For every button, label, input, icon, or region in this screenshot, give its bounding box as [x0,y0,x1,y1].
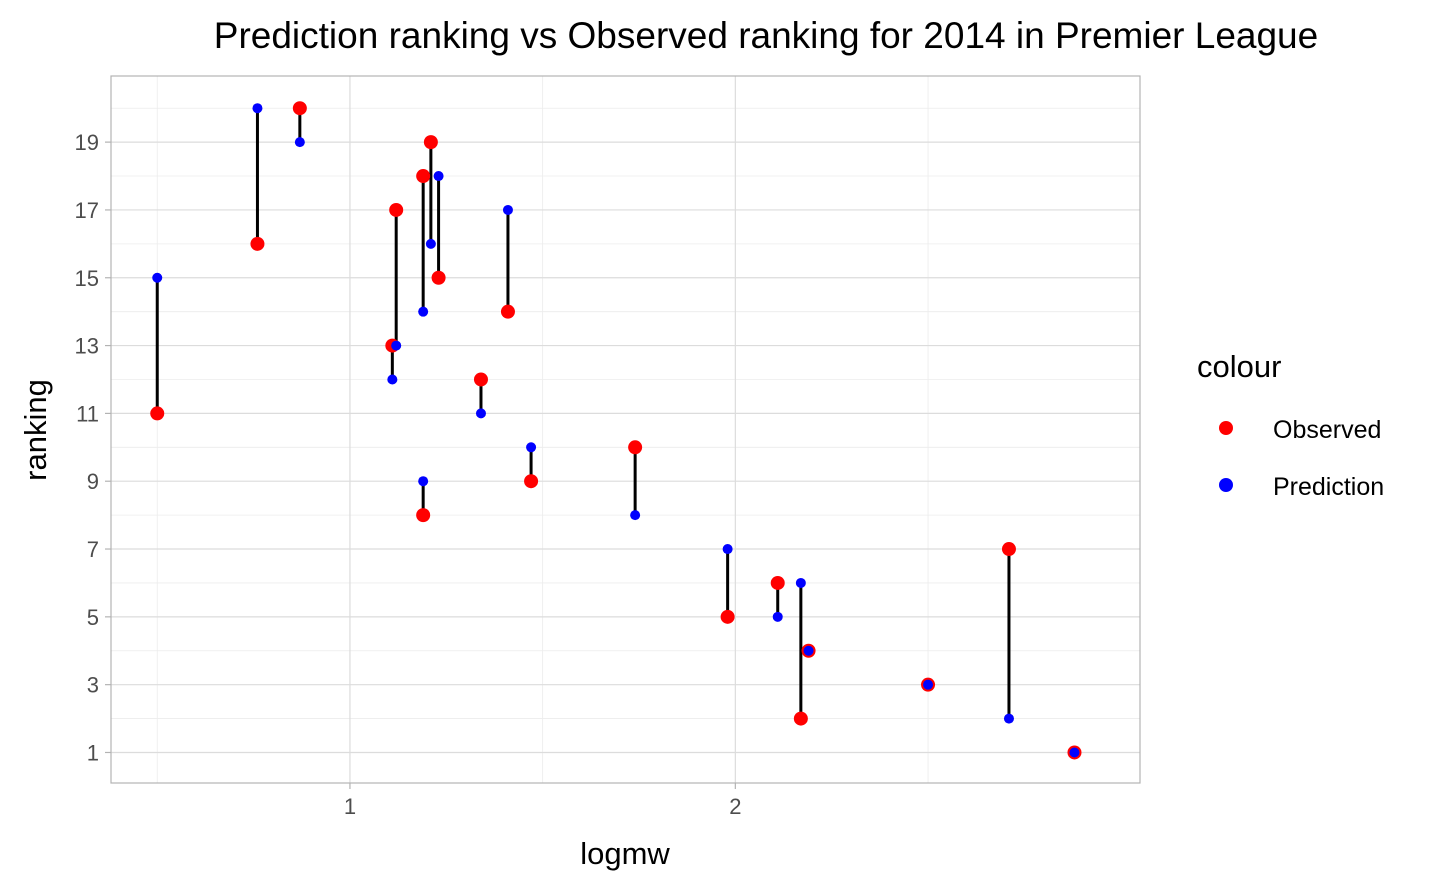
observed-point [416,169,431,184]
prediction-point [1069,747,1080,758]
grid [111,76,1140,783]
prediction-point [526,442,537,453]
prediction-point [795,577,806,588]
observed-point [500,304,515,319]
legend-label-prediction: Prediction [1273,473,1384,501]
prediction-point [418,476,429,487]
prediction-point [923,679,934,690]
observed-point [628,440,643,455]
connector-segments [155,108,1011,719]
legend: colour Observed Prediction [1197,349,1384,501]
prediction-point [803,645,814,656]
y-tick-label: 7 [87,537,99,562]
x-tick-label: 1 [344,794,356,819]
y-tick-label: 13 [75,334,99,359]
observed-point [793,711,808,726]
prediction-point [630,510,641,521]
observed-point [770,575,785,590]
y-tick-label: 1 [87,740,99,765]
y-tick-label: 19 [75,130,99,155]
prediction-point [294,137,305,148]
observed-point [150,406,165,421]
legend-key-prediction [1219,478,1233,492]
prediction-point [722,544,733,555]
y-tick-label: 11 [76,401,99,426]
y-tick-label: 3 [87,673,99,698]
prediction-point [502,204,513,215]
legend-title: colour [1197,349,1281,384]
prediction-point [433,171,444,182]
plot-panel-border [110,75,1141,784]
observed-point [524,474,539,489]
y-tick-label: 15 [75,266,99,291]
prediction-point [772,611,783,622]
prediction-point [391,340,402,351]
prediction-point [1003,713,1014,724]
prediction-point [387,374,398,385]
x-tick-label: 2 [729,794,741,819]
observed-point [1001,542,1016,557]
y-axis-title: ranking [18,379,53,481]
observed-point [416,508,431,523]
y-tick-label: 5 [87,605,99,630]
prediction-point [425,238,436,249]
legend-key-observed [1219,421,1233,435]
observed-point [473,372,488,387]
observed-point [250,236,265,251]
x-axis-title: logmw [580,836,670,871]
prediction-point [252,103,263,114]
observed-point [720,609,735,624]
y-tick-label: 17 [75,198,99,223]
observed-point [423,135,438,150]
y-tick-label: 9 [87,469,99,494]
data-points [150,101,1082,760]
observed-point [389,202,404,217]
prediction-point [418,306,429,317]
prediction-point [475,408,486,419]
observed-point [431,270,446,285]
legend-label-observed: Observed [1273,416,1381,444]
prediction-point [152,272,163,283]
chart-title: Prediction ranking vs Observed ranking f… [214,15,1318,56]
observed-point [292,101,307,116]
